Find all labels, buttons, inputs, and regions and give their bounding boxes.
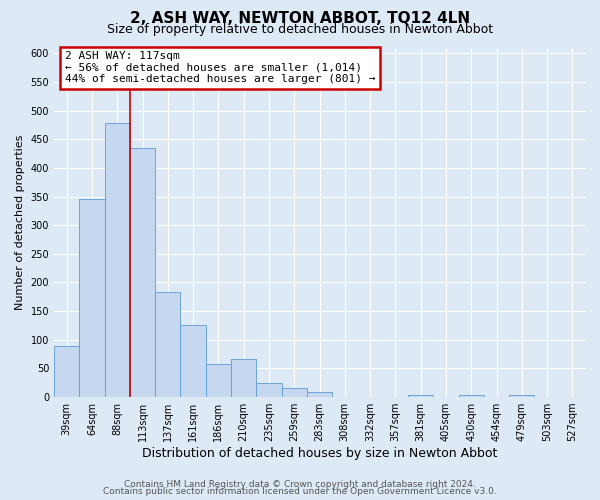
- Text: Contains HM Land Registry data © Crown copyright and database right 2024.: Contains HM Land Registry data © Crown c…: [124, 480, 476, 489]
- Bar: [307, 392, 332, 397]
- Text: 2, ASH WAY, NEWTON ABBOT, TQ12 4LN: 2, ASH WAY, NEWTON ABBOT, TQ12 4LN: [130, 11, 470, 26]
- Bar: [458, 396, 484, 397]
- Bar: [54, 346, 79, 397]
- Bar: [281, 388, 307, 397]
- Bar: [256, 383, 281, 397]
- Bar: [231, 358, 256, 397]
- Bar: [130, 148, 155, 397]
- Bar: [509, 396, 535, 397]
- Y-axis label: Number of detached properties: Number of detached properties: [15, 134, 25, 310]
- Text: 2 ASH WAY: 117sqm
← 56% of detached houses are smaller (1,014)
44% of semi-detac: 2 ASH WAY: 117sqm ← 56% of detached hous…: [65, 51, 375, 84]
- X-axis label: Distribution of detached houses by size in Newton Abbot: Distribution of detached houses by size …: [142, 447, 497, 460]
- Bar: [206, 364, 231, 397]
- Bar: [181, 326, 206, 397]
- Bar: [104, 123, 130, 397]
- Bar: [408, 396, 433, 397]
- Bar: [155, 292, 181, 397]
- Text: Size of property relative to detached houses in Newton Abbot: Size of property relative to detached ho…: [107, 24, 493, 36]
- Text: Contains public sector information licensed under the Open Government Licence v3: Contains public sector information licen…: [103, 487, 497, 496]
- Bar: [79, 200, 104, 397]
